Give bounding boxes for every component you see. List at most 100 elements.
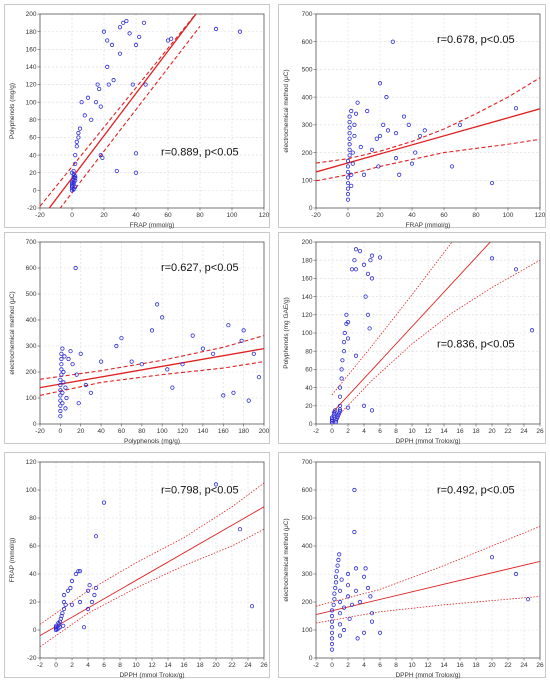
data-point <box>77 599 83 605</box>
x-tick-label: 60 <box>118 428 126 435</box>
data-point <box>406 122 411 127</box>
x-tick-label: 20 <box>212 662 220 669</box>
data-point <box>352 487 357 493</box>
data-point <box>376 164 381 169</box>
data-point <box>329 619 335 624</box>
x-tick-label: 22 <box>504 662 512 669</box>
data-point <box>241 328 246 333</box>
data-point <box>345 336 351 341</box>
data-point <box>349 183 354 188</box>
y-tick-label: 140 <box>302 294 313 301</box>
y-tick-label: 20 <box>305 403 313 410</box>
data-point <box>349 108 354 114</box>
data-point <box>409 161 415 166</box>
y-tick-label: 80 <box>29 515 37 522</box>
x-tick-label: 20 <box>488 662 496 669</box>
confidence-band-lower <box>59 26 201 208</box>
data-point <box>124 18 129 24</box>
data-point <box>336 557 341 563</box>
data-point <box>58 382 63 388</box>
data-point <box>71 175 76 180</box>
plot-frame <box>39 13 265 209</box>
x-tick-label: 14 <box>164 662 172 669</box>
data-point <box>413 150 418 155</box>
data-point <box>68 585 73 591</box>
y-tick-label: -20 <box>27 655 37 662</box>
data-point <box>101 29 107 34</box>
data-point <box>369 611 375 616</box>
confidence-band-lower <box>331 259 540 423</box>
x-tick-label: 2 <box>346 428 350 435</box>
data-point <box>61 606 67 612</box>
data-point <box>59 367 64 372</box>
data-point <box>329 608 335 613</box>
x-tick-label: 2 <box>346 662 350 669</box>
data-point <box>365 312 371 317</box>
x-tick-label: 16 <box>180 662 188 669</box>
y-tick-label: 500 <box>302 67 313 74</box>
data-point <box>345 175 351 180</box>
data-point <box>513 571 519 577</box>
x-tick-label: 22 <box>504 428 512 435</box>
data-point <box>365 585 371 591</box>
data-point <box>88 390 94 395</box>
data-point <box>64 395 69 401</box>
data-point <box>59 356 64 362</box>
data-point <box>357 599 363 605</box>
x-tick-label: 120 <box>259 212 270 219</box>
data-point <box>81 625 87 630</box>
data-point <box>333 580 339 585</box>
x-tick-label: 0 <box>70 212 74 219</box>
x-tick-label: 120 <box>177 428 188 435</box>
data-point <box>114 343 119 349</box>
x-tick-label: 18 <box>472 428 480 435</box>
data-point <box>347 147 352 152</box>
confidence-band-lower <box>316 596 540 624</box>
plot-frame <box>39 241 265 425</box>
y-tick-label: 60 <box>305 367 313 374</box>
data-point <box>73 152 78 158</box>
data-point <box>390 39 395 44</box>
data-point <box>63 602 68 607</box>
data-point <box>422 128 427 133</box>
data-point <box>368 594 373 599</box>
data-point <box>121 20 126 25</box>
data-point <box>355 100 360 105</box>
data-point <box>74 372 79 377</box>
data-point <box>133 170 139 175</box>
data-point <box>393 131 399 136</box>
data-point <box>337 385 343 390</box>
regression-line <box>40 347 264 389</box>
y-tick-label: 0 <box>33 188 37 195</box>
x-tick-label: 26 <box>260 662 268 669</box>
data-point <box>345 197 351 202</box>
data-point <box>59 372 64 377</box>
data-point <box>329 417 335 422</box>
y-tick-label: 500 <box>302 515 313 522</box>
data-point <box>73 265 78 271</box>
data-point <box>58 408 63 414</box>
y-tick-label: 200 <box>302 239 313 246</box>
x-tick-label: 24 <box>520 428 528 435</box>
data-point <box>143 82 148 87</box>
data-point <box>335 563 340 568</box>
data-point <box>117 51 123 56</box>
x-tick-label: -20 <box>35 212 45 219</box>
x-tick-label: 2 <box>70 662 74 669</box>
chart-svg: -2 0 2 4 6 8 10 12 14 16 18 20 22 24 26-20020406080100… <box>9 459 268 679</box>
correlation-annotation: r=0.627, p<0.05 <box>161 262 239 274</box>
data-point <box>69 180 75 185</box>
y-axis-label: electrochemical method (μC) <box>9 291 16 374</box>
data-point <box>82 113 87 118</box>
data-point <box>489 555 495 560</box>
regression-line <box>316 108 540 173</box>
y-tick-label: 60 <box>29 543 37 550</box>
data-point <box>347 142 352 147</box>
data-point <box>345 594 351 599</box>
x-tick-label: 20 <box>376 212 384 219</box>
data-point <box>350 150 355 155</box>
y-tick-label: 200 <box>26 369 37 376</box>
data-point <box>369 276 375 281</box>
data-point <box>85 606 91 612</box>
data-point <box>349 172 354 177</box>
